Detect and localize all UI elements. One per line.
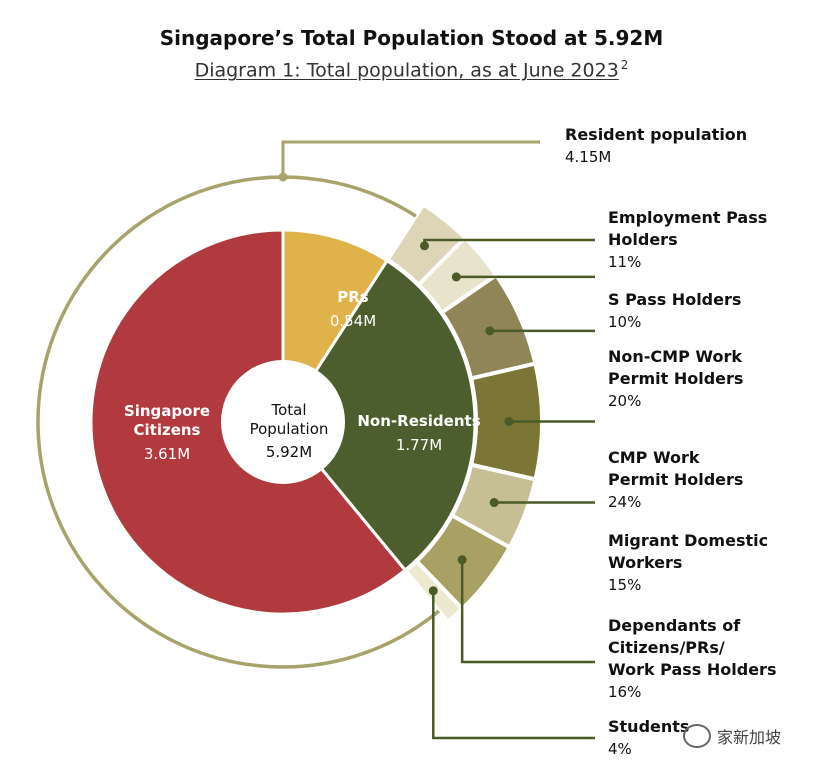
outer-label-6-line1: Dependants of (608, 616, 741, 635)
outer-label-4-line2: Permit Holders (608, 470, 743, 489)
resident-leader-dot (278, 172, 288, 182)
value-prs: 0.54M (330, 312, 376, 330)
outer-label-4-line1: CMP Work (608, 448, 700, 467)
value-non-residents: 1.77M (396, 436, 442, 454)
outer-percent-1: 11% (608, 253, 641, 271)
outer-label-6-line3: Work Pass Holders (608, 660, 776, 679)
value-citizens: 3.61M (144, 445, 190, 463)
center-hole (221, 360, 345, 484)
label-prs-line1: PRs (337, 288, 369, 306)
resident-value: 4.15M (565, 148, 611, 166)
resident-label: Resident population (565, 125, 747, 144)
label-non-residents-line1: Non-Residents (357, 412, 480, 430)
leader-dot-5 (489, 498, 499, 508)
chart-title: Singapore’s Total Population Stood at 5.… (159, 26, 664, 50)
leader-dot-6 (457, 555, 467, 565)
outer-label-7-line1: Students (608, 717, 689, 736)
outer-percent-7: 4% (608, 740, 632, 758)
leader-dot-4 (504, 417, 514, 427)
outer-label-5-line1: Migrant Domestic (608, 531, 768, 550)
outer-percent-2: 10% (608, 313, 641, 331)
outer-percent-5: 15% (608, 576, 641, 594)
subtitle-text: Diagram 1: Total population, as at June … (194, 59, 619, 82)
wechat-icon (683, 724, 711, 748)
watermark: 家新加坡 (683, 724, 781, 748)
outer-label-1-line2: Holders (608, 230, 678, 249)
resident-arc (36, 175, 441, 669)
outer-label-1-line1: Employment Pass (608, 208, 767, 227)
center-label-1: Total (270, 401, 306, 419)
outer-label-6-line2: Citizens/PRs/ (608, 638, 725, 657)
leader-line-7 (432, 590, 595, 740)
label-citizens-line1: Singapore (124, 402, 210, 420)
outer-label-5-line2: Workers (608, 553, 682, 572)
outer-percent-4: 24% (608, 493, 641, 511)
center-value: 5.92M (266, 443, 312, 461)
leader-line-6 (460, 559, 595, 664)
leader-dot-3 (485, 326, 495, 336)
outer-percent-3: 20% (608, 392, 641, 410)
outer-label-3-line2: Permit Holders (608, 369, 743, 388)
outer-percent-6: 16% (608, 683, 641, 701)
outer-label-3-line1: Non-CMP Work (608, 347, 742, 366)
leader-dot-7 (428, 586, 438, 596)
footnote-marker: 2 (620, 58, 629, 72)
watermark-text: 家新加坡 (717, 728, 782, 747)
center-label-2: Population (250, 420, 329, 438)
label-citizens-line2: Citizens (134, 421, 201, 439)
outer-label-2-line1: S Pass Holders (608, 290, 741, 309)
leader-dot-1 (419, 241, 429, 251)
chart-subtitle: Diagram 1: Total population, as at June … (0, 58, 823, 81)
leader-dot-2 (451, 272, 461, 282)
resident-leader-line (281, 140, 540, 177)
